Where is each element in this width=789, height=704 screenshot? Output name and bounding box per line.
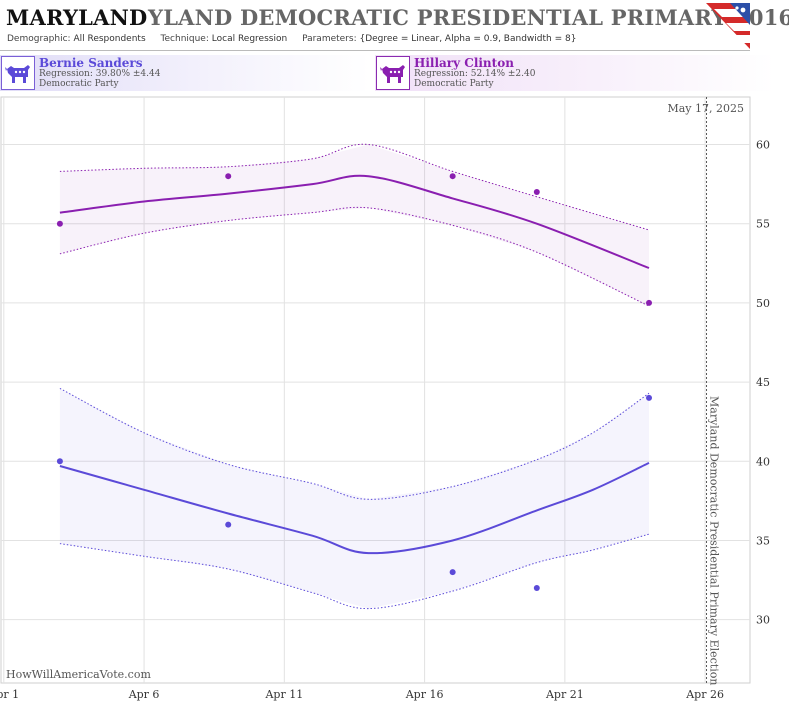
sanders-data-point [533,584,540,591]
x-tick-label: Apr 16 [405,688,444,701]
sanders-band-fill [59,388,649,609]
page-header: MARYLAND YLAND DEMOCRATIC PRESIDENTIAL P… [0,0,789,52]
y-tick-label: 55 [756,218,770,231]
x-tick-label: Apr 26 [685,688,724,701]
clinton-party: Democratic Party [414,79,494,89]
sanders-name: Bernie Sanders [39,56,143,70]
clinton-lower-bound [59,206,650,307]
site-watermark: HowWillAmericaVote.com [6,668,151,681]
y-tick-label: 35 [756,534,770,547]
x-tick-label: Apr 6 [128,688,160,701]
clinton-upper-bound [59,143,650,231]
sanders-regression: Regression: 39.80% ±4.44 [39,69,161,79]
donkey-icon [376,56,410,90]
chart-parameters: Demographic: All Respondents Technique: … [7,34,577,44]
plot-frame [0,96,751,684]
header-divider [0,50,750,51]
chart-date: May 17, 2025 [667,102,744,115]
y-tick-label: 40 [756,455,770,468]
grid-lines [0,96,751,684]
clinton-data-point [646,299,653,306]
trend-lines [59,174,650,555]
sanders-trend-line [59,461,650,555]
legend-sanders: Bernie Sanders Regression: 39.80% ±4.44 … [0,55,370,91]
clinton-band-fill [59,144,649,307]
clinton-data-point [449,173,456,180]
election-day-label: Maryland Democratic Presidential Primary… [708,396,721,685]
clinton-data-point [533,189,540,196]
sanders-data-point [646,394,653,401]
sanders-data-point [225,521,232,528]
sanders-data-point [56,458,63,465]
clinton-data-point [225,173,232,180]
page-title-state: MARYLAND [6,5,148,30]
y-tick-label: 50 [756,297,770,310]
y-tick-label: 60 [756,139,770,152]
y-tick-label: 45 [756,376,770,389]
confidence-bands [59,143,650,610]
technique-value: Local Regression [211,34,288,44]
clinton-name: Hillary Clinton [414,56,514,70]
x-tick-label: Apr 21 [545,688,584,701]
sanders-lower-bound [59,533,650,610]
clinton-trend-line [59,174,650,269]
legend-clinton: Hillary Clinton Regression: 52.14% ±2.40… [375,55,775,91]
axis-labels: Apr 1 Apr 6 Apr 11 Apr 16 Apr 21 Apr 26 30 35 40… [0,139,770,701]
sanders-upper-bound [59,387,650,500]
data-points [56,173,653,591]
sanders-data-point [449,569,456,576]
demographic-value: All Respondents [73,34,146,44]
y-tick-label: 30 [756,614,770,627]
clinton-regression: Regression: 52.14% ±2.40 [414,69,536,79]
flag-logo-icon [706,3,750,49]
parameters-value: {Degree = Linear, Alpha = 0.9, Bandwidth… [359,34,577,44]
page-title-race: YLAND DEMOCRATIC PRESIDENTIAL PRIMARY 20… [148,5,789,30]
sanders-party: Democratic Party [39,79,119,89]
clinton-data-point [56,220,63,227]
x-tick-label: Apr 11 [264,688,303,701]
x-tick-label: Apr 1 [0,688,19,701]
donkey-icon [1,56,35,90]
